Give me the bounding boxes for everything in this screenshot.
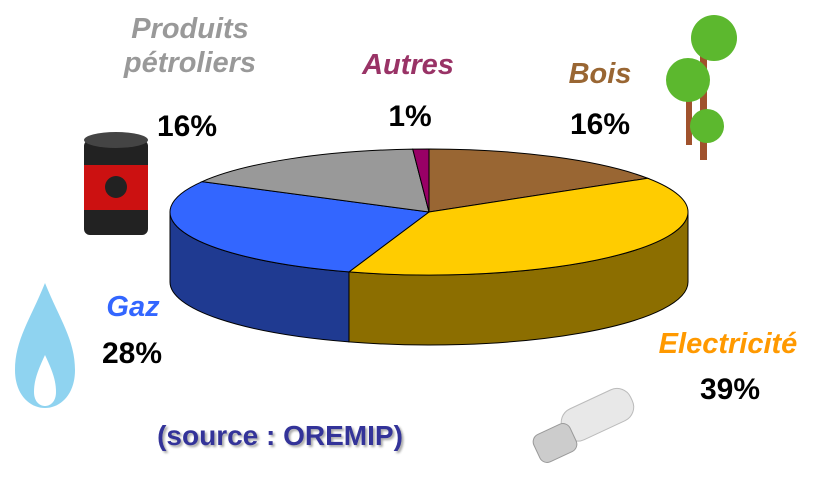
barrel-icon bbox=[84, 132, 148, 235]
value-label: 16% bbox=[157, 110, 217, 144]
page: (source : OREMIP) Bois 16% Electricité 39% G… bbox=[0, 0, 821, 479]
value-label: 28% bbox=[102, 337, 162, 371]
slice-label: Bois bbox=[510, 57, 690, 91]
slice-label: Produits pétroliers bbox=[100, 12, 280, 80]
value-label: 39% bbox=[700, 373, 760, 407]
bulb-icon bbox=[531, 384, 639, 466]
value-label: 16% bbox=[570, 108, 630, 142]
slice-label: Autres bbox=[318, 48, 498, 82]
slice-label: Gaz bbox=[43, 290, 223, 324]
slice-label: Electricité bbox=[638, 327, 818, 361]
value-label: 1% bbox=[388, 100, 431, 134]
source-note: (source : OREMIP) bbox=[157, 420, 403, 452]
